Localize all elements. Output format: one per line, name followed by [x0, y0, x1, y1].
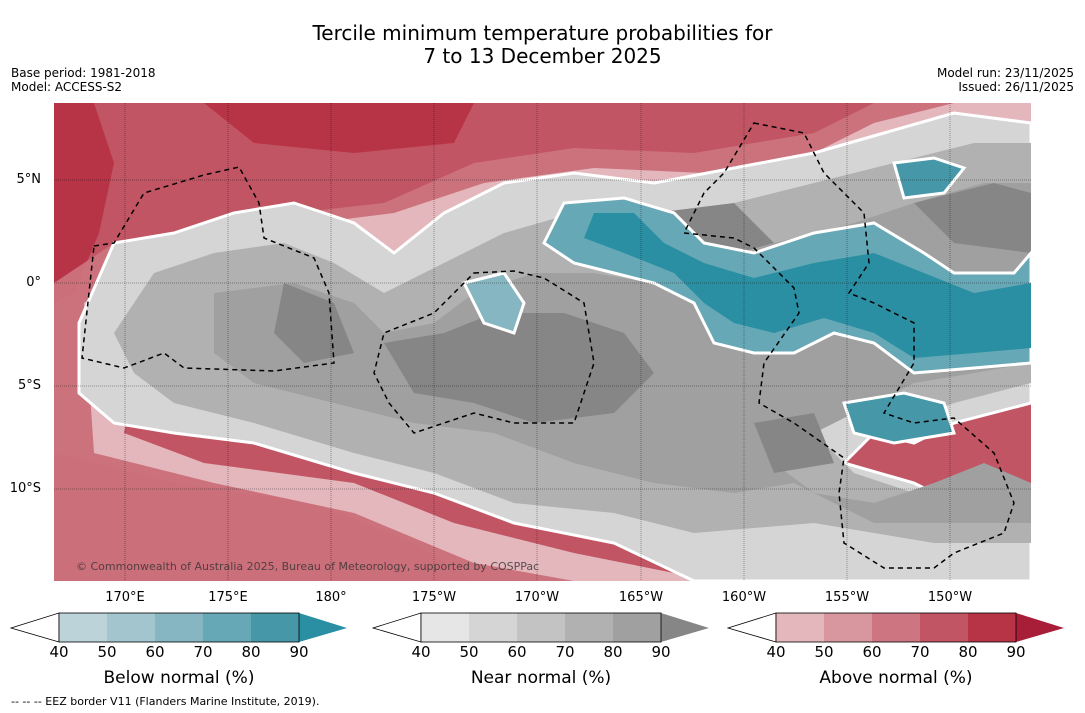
probability-map[interactable]: © Commonwealth of Australia 2025, Bureau… — [54, 103, 1031, 581]
map-title: Tercile minimum temperature probabilitie… — [0, 22, 1085, 68]
below-zone-small — [461, 271, 526, 335]
below-tick-70: 70 — [193, 643, 213, 661]
colorbar-near-seg-1 — [421, 613, 469, 642]
colorbar-near — [372, 612, 709, 643]
copyright-text: © Commonwealth of Australia 2025, Bureau… — [76, 560, 539, 573]
colorbar-near-title: Near normal (%) — [470, 668, 612, 688]
title-line-1: Tercile minimum temperature probabilitie… — [312, 21, 773, 45]
lon-label-180: 180° — [315, 590, 347, 605]
colorbar-near-max-arrow — [661, 613, 709, 642]
colorbar-above-frame — [775, 612, 1017, 643]
colorbar-above-seg-5 — [968, 613, 1016, 642]
colorbar-above-title: Above normal (%) — [819, 668, 973, 688]
below-zone-core — [584, 213, 1031, 358]
below-tick-90: 90 — [289, 643, 309, 661]
base-period: Base period: 1981-2018 — [11, 66, 156, 80]
above-tick-90: 90 — [1006, 643, 1026, 661]
lon-label-155w: 155°W — [824, 590, 870, 605]
lon-label-175w: 175°W — [411, 590, 457, 605]
below-tick-50: 50 — [97, 643, 117, 661]
near-tick-80: 80 — [603, 643, 623, 661]
near-zone-darkest-4 — [274, 283, 354, 363]
colorbar-above-seg-1 — [776, 613, 824, 642]
colorbar-below-seg-2 — [107, 613, 155, 642]
near-zone-darkest-3 — [914, 183, 1031, 253]
colorbar-near-seg-3 — [517, 613, 565, 642]
colorbar-below-frame — [58, 612, 300, 643]
above-zone-north — [204, 103, 474, 153]
lon-label-175e: 175°E — [208, 590, 248, 605]
colorbar-below-title: Below normal (%) — [103, 668, 255, 688]
model-name: Model: ACCESS-S2 — [11, 80, 123, 94]
lat-label-10s: 10°S — [9, 481, 41, 496]
below-tick-60: 60 — [145, 643, 165, 661]
colorbar-below — [10, 612, 347, 643]
below-tick-80: 80 — [241, 643, 261, 661]
colorbar-near-seg-4 — [565, 613, 613, 642]
colorbar-above-seg-4 — [920, 613, 968, 642]
lat-label-5n: 5°N — [16, 172, 42, 187]
colorbar-below-seg-3 — [155, 613, 203, 642]
above-tick-40: 40 — [766, 643, 786, 661]
gridlines — [54, 103, 1031, 581]
title-line-2: 7 to 13 December 2025 — [423, 44, 662, 68]
eez-footer-note: -- -- -- EEZ border V11 (Flanders Marine… — [11, 695, 320, 708]
colorbar-above-seg-2 — [824, 613, 872, 642]
near-zone-darkest — [384, 313, 654, 423]
meta-right: Model run: 23/11/2025 Issued: 26/11/2025 — [937, 66, 1074, 94]
near-tick-90: 90 — [651, 643, 671, 661]
above-tick-70: 70 — [910, 643, 930, 661]
meta-left: Base period: 1981-2018 Model: ACCESS-S2 — [11, 66, 156, 94]
colorbar-below-seg-4 — [203, 613, 251, 642]
below-zone-north — [892, 156, 967, 200]
near-tick-70: 70 — [555, 643, 575, 661]
colorbar-above-max-arrow — [1016, 613, 1064, 642]
colorbar-near-min-arrow — [372, 612, 422, 643]
colorbar-below-max-arrow — [299, 613, 347, 642]
above-tick-50: 50 — [814, 643, 834, 661]
above-tick-60: 60 — [862, 643, 882, 661]
lon-label-170e: 170°E — [105, 590, 145, 605]
above-zone-west — [54, 103, 114, 303]
near-tick-50: 50 — [459, 643, 479, 661]
colorbar-near-seg-2 — [469, 613, 517, 642]
eez-tokelau — [373, 270, 595, 434]
colorbar-below-seg-1 — [59, 613, 107, 642]
eez-kiribati — [682, 122, 1015, 569]
colorbar-below-min-arrow — [10, 612, 60, 643]
above-tick-80: 80 — [958, 643, 978, 661]
lon-label-160w: 160°W — [721, 590, 767, 605]
lon-label-150w: 150°W — [927, 590, 973, 605]
colorbar-near-seg-5 — [613, 613, 661, 642]
eez-borders — [81, 122, 1015, 569]
model-run: Model run: 23/11/2025 — [936, 66, 1074, 80]
lon-label-165w: 165°W — [618, 590, 664, 605]
lat-label-5s: 5°S — [17, 378, 41, 393]
lon-label-170w: 170°W — [514, 590, 560, 605]
below-tick-40: 40 — [49, 643, 69, 661]
eez-tuvalu — [81, 166, 335, 372]
lat-label-0: 0° — [26, 275, 41, 290]
colorbar-near-frame — [420, 612, 662, 643]
colorbar-above-seg-3 — [872, 613, 920, 642]
near-tick-40: 40 — [411, 643, 431, 661]
colorbar-below-seg-5 — [251, 613, 299, 642]
near-zone-darkest-5 — [754, 413, 834, 473]
near-tick-60: 60 — [507, 643, 527, 661]
colorbar-above — [727, 612, 1064, 643]
colorbar-above-min-arrow — [727, 612, 777, 643]
issued-date: Issued: 26/11/2025 — [958, 80, 1074, 94]
